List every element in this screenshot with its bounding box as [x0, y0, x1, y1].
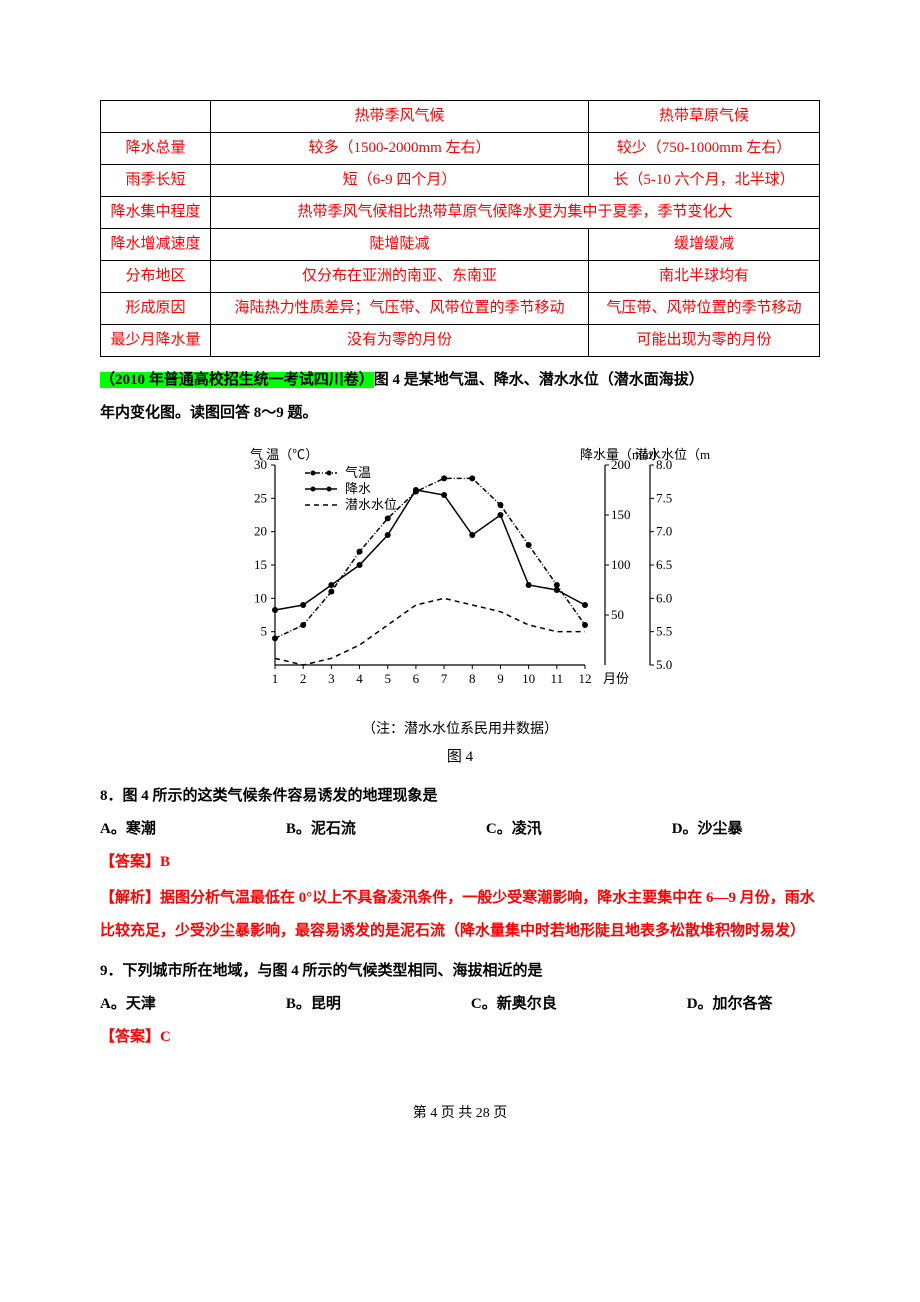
table-row: 热带季风气候热带草原气候 — [101, 101, 820, 133]
q9-opt-c: C。新奥尔良 — [471, 991, 557, 1018]
svg-text:100: 100 — [611, 557, 631, 572]
figure-4: 气 温（℃）降水量（mm）潜水水位（m）51015202530501001502… — [210, 445, 710, 771]
svg-text:气温: 气温 — [345, 465, 371, 480]
svg-text:7.5: 7.5 — [656, 490, 672, 505]
svg-text:7: 7 — [441, 671, 448, 686]
svg-text:6.5: 6.5 — [656, 557, 672, 572]
row-label: 雨季长短 — [101, 165, 211, 197]
row-label: 形成原因 — [101, 293, 211, 325]
row-label: 降水总量 — [101, 133, 211, 165]
svg-text:15: 15 — [254, 557, 267, 572]
svg-text:8.0: 8.0 — [656, 457, 672, 472]
chart-caption: 图 4 — [210, 744, 710, 771]
row-cell-2: 缓增缓减 — [589, 229, 820, 261]
svg-text:5: 5 — [384, 671, 391, 686]
q8-opt-d: D。沙尘暴 — [672, 816, 743, 843]
row-cell-1: 海陆热力性质差异；气压带、风带位置的季节移动 — [211, 293, 589, 325]
row-label: 分布地区 — [101, 261, 211, 293]
q8-answer: 【答案】B — [100, 849, 820, 876]
svg-text:20: 20 — [254, 524, 267, 539]
svg-text:150: 150 — [611, 507, 631, 522]
svg-text:潜水水位: 潜水水位 — [345, 497, 397, 512]
svg-text:6: 6 — [413, 671, 420, 686]
row-label: 降水集中程度 — [101, 197, 211, 229]
q8-opt-b: B。泥石流 — [286, 816, 356, 843]
svg-text:月份: 月份 — [603, 671, 629, 686]
svg-text:7.0: 7.0 — [656, 524, 672, 539]
row-cell-2: 气压带、风带位置的季节移动 — [589, 293, 820, 325]
row-cell-1: 陡增陡减 — [211, 229, 589, 261]
row-label — [101, 101, 211, 133]
q9-opt-d: D。加尔各答 — [687, 991, 773, 1018]
chart-note: （注：潜水水位系民用井数据） — [210, 717, 710, 742]
table-row: 最少月降水量没有为零的月份可能出现为零的月份 — [101, 325, 820, 357]
row-cell-1: 没有为零的月份 — [211, 325, 589, 357]
intro-text-1: 图 4 是某地气温、降水、潜水水位（潜水面海拔） — [374, 372, 704, 388]
svg-text:4: 4 — [356, 671, 363, 686]
q9-answer: 【答案】C — [100, 1024, 820, 1051]
row-cell-1: 热带季风气候 — [211, 101, 589, 133]
row-cell-2: 热带草原气候 — [589, 101, 820, 133]
table-row: 雨季长短短（6-9 四个月）长（5-10 六个月，北半球） — [101, 165, 820, 197]
svg-text:3: 3 — [328, 671, 335, 686]
row-cell-2: 南北半球均有 — [589, 261, 820, 293]
svg-text:12: 12 — [579, 671, 592, 686]
passage-intro: （2010 年普通高校招生统一考试四川卷）图 4 是某地气温、降水、潜水水位（潜… — [100, 367, 820, 394]
q8-options: A。寒潮 B。泥石流 C。凌汛 D。沙尘暴 — [100, 816, 820, 843]
row-cell-2: 可能出现为零的月份 — [589, 325, 820, 357]
svg-text:2: 2 — [300, 671, 307, 686]
svg-text:降水: 降水 — [345, 481, 371, 496]
climate-chart: 气 温（℃）降水量（mm）潜水水位（m）51015202530501001502… — [210, 445, 710, 705]
svg-text:6.0: 6.0 — [656, 590, 672, 605]
table-row: 降水总量较多（1500-2000mm 左右）较少（750-1000mm 左右） — [101, 133, 820, 165]
intro-text-2: 年内变化图。读图回答 8～9 题。 — [100, 400, 820, 427]
svg-text:11: 11 — [551, 671, 564, 686]
table-row: 形成原因海陆热力性质差异；气压带、风带位置的季节移动气压带、风带位置的季节移动 — [101, 293, 820, 325]
svg-text:9: 9 — [497, 671, 504, 686]
row-cell-1: 较多（1500-2000mm 左右） — [211, 133, 589, 165]
climate-comparison-table: 热带季风气候热带草原气候降水总量较多（1500-2000mm 左右）较少（750… — [100, 100, 820, 357]
table-row: 降水增减速度陡增陡减缓增缓减 — [101, 229, 820, 261]
svg-text:50: 50 — [611, 607, 624, 622]
row-cell-1: 短（6-9 四个月） — [211, 165, 589, 197]
q8-explanation: 【解析】据图分析气温最低在 0°以上不具备凌汛条件，一般少受寒潮影响，降水主要集… — [100, 882, 820, 948]
q9-options: A。天津 B。昆明 C。新奥尔良 D。加尔各答 — [100, 991, 820, 1018]
q9-opt-b: B。昆明 — [286, 991, 341, 1018]
table-row: 分布地区仅分布在亚洲的南亚、东南亚南北半球均有 — [101, 261, 820, 293]
svg-text:潜水水位（m）: 潜水水位（m） — [635, 447, 710, 462]
svg-text:1: 1 — [272, 671, 279, 686]
svg-text:10: 10 — [522, 671, 535, 686]
svg-text:200: 200 — [611, 457, 631, 472]
q8-opt-a: A。寒潮 — [100, 816, 156, 843]
q9-stem: 9．下列城市所在地域，与图 4 所示的气候类型相同、海拔相近的是 — [100, 958, 820, 985]
svg-text:10: 10 — [254, 590, 267, 605]
q8-stem: 8．图 4 所示的这类气候条件容易诱发的地理现象是 — [100, 783, 820, 810]
row-span-cell: 热带季风气候相比热带草原气候降水更为集中于夏季，季节变化大 — [211, 197, 820, 229]
q8-opt-c: C。凌汛 — [486, 816, 542, 843]
svg-text:8: 8 — [469, 671, 476, 686]
q9-opt-a: A。天津 — [100, 991, 156, 1018]
row-label: 最少月降水量 — [101, 325, 211, 357]
svg-text:25: 25 — [254, 490, 267, 505]
svg-text:30: 30 — [254, 457, 267, 472]
row-cell-1: 仅分布在亚洲的南亚、东南亚 — [211, 261, 589, 293]
row-cell-2: 较少（750-1000mm 左右） — [589, 133, 820, 165]
row-cell-2: 长（5-10 六个月，北半球） — [589, 165, 820, 197]
svg-text:5: 5 — [261, 624, 268, 639]
page-footer: 第 4 页 共 28 页 — [100, 1101, 820, 1126]
exam-source-highlight: （2010 年普通高校招生统一考试四川卷） — [100, 372, 374, 388]
table-row: 降水集中程度热带季风气候相比热带草原气候降水更为集中于夏季，季节变化大 — [101, 197, 820, 229]
svg-text:5.5: 5.5 — [656, 624, 672, 639]
row-label: 降水增减速度 — [101, 229, 211, 261]
svg-text:5.0: 5.0 — [656, 657, 672, 672]
